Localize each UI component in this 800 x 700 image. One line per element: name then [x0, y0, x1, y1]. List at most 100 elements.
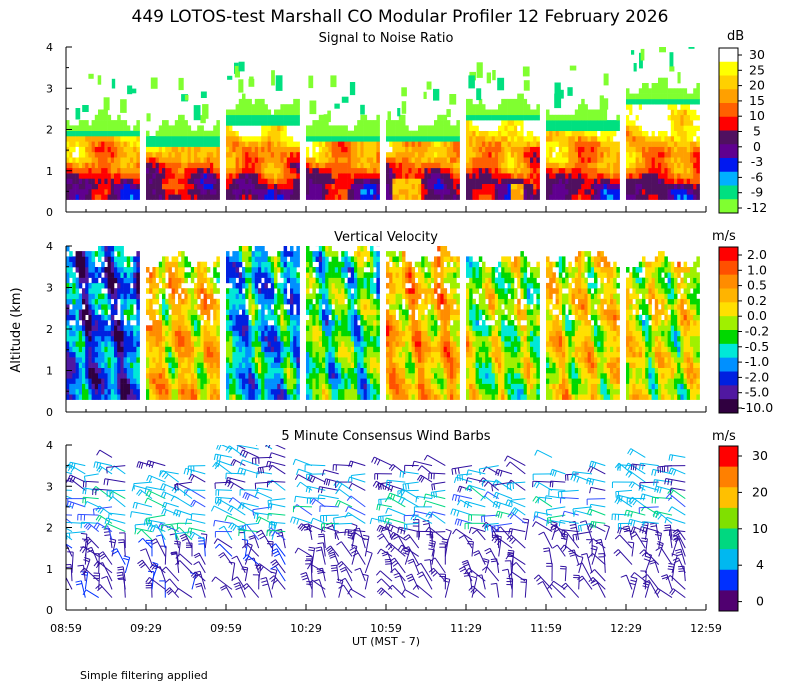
heatmap-cell — [270, 141, 275, 147]
heatmap-cell — [651, 141, 656, 147]
heatmap-cell — [91, 141, 96, 147]
heatmap-cell — [238, 125, 243, 131]
heatmap-cell — [210, 351, 214, 358]
heatmap-cell — [277, 114, 281, 121]
heatmap-cell — [392, 189, 396, 195]
heatmap-cell — [280, 189, 284, 195]
heatmap-cell — [101, 309, 105, 315]
heatmap-cell — [203, 141, 208, 147]
heatmap-cell — [667, 98, 672, 105]
heatmap-cell — [443, 162, 448, 169]
heatmap-cell — [277, 151, 281, 158]
heatmap-cell — [274, 125, 278, 131]
heatmap-cell — [494, 162, 499, 169]
heatmap-cell — [613, 120, 617, 126]
heatmap-cell — [72, 309, 76, 315]
heatmap-cell — [341, 125, 345, 131]
heatmap-cell — [216, 335, 220, 342]
heatmap-cell — [152, 288, 156, 294]
heatmap-cell — [130, 157, 134, 163]
heatmap-cell — [293, 167, 297, 174]
heatmap-cell — [395, 120, 400, 126]
heatmap-cell — [245, 104, 249, 110]
heatmap-cell — [677, 104, 681, 110]
heatmap-cell — [318, 120, 323, 126]
heatmap-cell — [213, 136, 217, 142]
heatmap-cell — [251, 304, 256, 310]
heatmap-cell — [174, 351, 179, 358]
heatmap-cell — [210, 383, 214, 390]
heatmap-cell — [229, 335, 233, 342]
heatmap-cell — [357, 146, 361, 153]
heatmap-cell — [226, 346, 230, 353]
heatmap-cell — [254, 288, 259, 294]
heatmap-cell — [94, 130, 99, 137]
heatmap-cell — [296, 383, 300, 390]
heatmap-cell — [197, 189, 201, 195]
heatmap-cell — [206, 394, 211, 400]
heatmap-cell — [162, 277, 166, 284]
heatmap-cell — [152, 394, 156, 400]
heatmap-cell — [395, 130, 400, 137]
heatmap-cell — [677, 98, 681, 105]
heatmap-cell — [232, 189, 236, 195]
heatmap-cell — [155, 330, 160, 337]
heatmap-cell — [293, 277, 297, 284]
heatmap-cell — [69, 330, 73, 337]
heatmap-cell — [638, 151, 643, 158]
heatmap-cell — [126, 256, 131, 262]
heatmap-cell — [94, 194, 99, 200]
heatmap-cell — [152, 383, 156, 390]
heatmap-cell — [152, 309, 156, 315]
heatmap-cell — [248, 246, 252, 252]
heatmap-cell — [178, 178, 182, 184]
heatmap-cell — [174, 314, 179, 321]
heatmap-cell — [578, 104, 582, 110]
heatmap-cell — [270, 189, 275, 195]
heatmap-cell — [88, 73, 94, 79]
heatmap-cell — [411, 157, 416, 163]
heatmap-cell — [350, 194, 355, 200]
heatmap-cell — [200, 282, 204, 289]
heatmap-cell — [149, 346, 153, 353]
heatmap-cell — [507, 173, 512, 179]
heatmap-cell — [360, 167, 364, 174]
heatmap-cell — [165, 346, 169, 353]
heatmap-cell — [261, 341, 265, 347]
heatmap-cell — [248, 114, 252, 121]
heatmap-cell — [123, 378, 128, 384]
heatmap-cell — [581, 183, 585, 190]
heatmap-cell — [277, 335, 281, 342]
heatmap-cell — [446, 146, 451, 153]
heatmap-cell — [398, 183, 403, 190]
heatmap-cell — [98, 267, 102, 273]
heatmap-cell — [181, 320, 185, 326]
heatmap-cell — [312, 194, 316, 200]
heatmap-cell — [661, 178, 665, 184]
heatmap-cell — [174, 151, 179, 158]
heatmap-cell — [91, 325, 96, 331]
heatmap-cell — [149, 325, 153, 331]
heatmap-cell — [690, 146, 694, 153]
heatmap-cell — [114, 256, 118, 262]
heatmap-cell — [478, 146, 483, 153]
heatmap-cell — [168, 277, 172, 284]
heatmap-cell — [184, 293, 188, 300]
heatmap-cell — [168, 341, 172, 347]
heatmap-cell — [280, 151, 284, 158]
heatmap-cell — [72, 298, 76, 305]
heatmap-cell — [363, 194, 368, 200]
heatmap-cell — [488, 125, 492, 131]
heatmap-cell — [206, 178, 211, 184]
heatmap-cell — [213, 362, 217, 368]
heatmap-cell — [152, 267, 156, 273]
heatmap-cell — [325, 136, 329, 142]
heatmap-cell — [632, 130, 636, 137]
heatmap-cell — [283, 293, 288, 300]
heatmap-cell — [638, 109, 643, 116]
heatmap-cell — [194, 357, 198, 363]
heatmap-cell — [152, 335, 156, 342]
heatmap-cell — [261, 125, 265, 131]
heatmap-cell — [526, 151, 531, 158]
heatmap-cell — [376, 136, 380, 142]
